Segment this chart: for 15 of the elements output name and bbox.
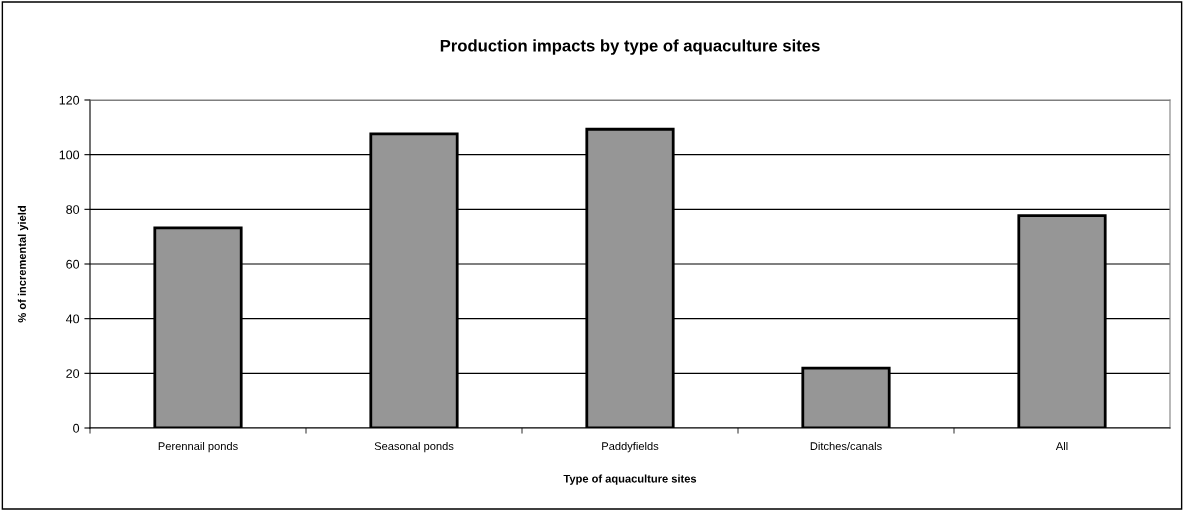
y-axis-title: % of incremental yield xyxy=(17,206,29,323)
x-tick-label: All xyxy=(1055,441,1068,450)
chart-title: Production impacts by type of aquaculture sites xyxy=(440,39,820,55)
y-tick-label: 0 xyxy=(73,423,80,433)
y-tick-label: 120 xyxy=(59,95,80,105)
y-tick-label: 60 xyxy=(66,259,80,269)
y-tick-label: 40 xyxy=(65,314,80,324)
y-tick-label: 80 xyxy=(66,205,80,214)
y-tick-label: 20 xyxy=(66,369,80,378)
x-axis-title: Type of aquaculture sites xyxy=(563,474,697,485)
x-tick-label: Paddyfields xyxy=(602,441,659,453)
y-tick-label: 100 xyxy=(59,150,80,160)
x-tick-label: Seasonal ponds xyxy=(374,441,454,453)
x-tick-label: Ditches/canals xyxy=(810,441,882,451)
x-tick-label: Perennail ponds xyxy=(158,441,238,453)
